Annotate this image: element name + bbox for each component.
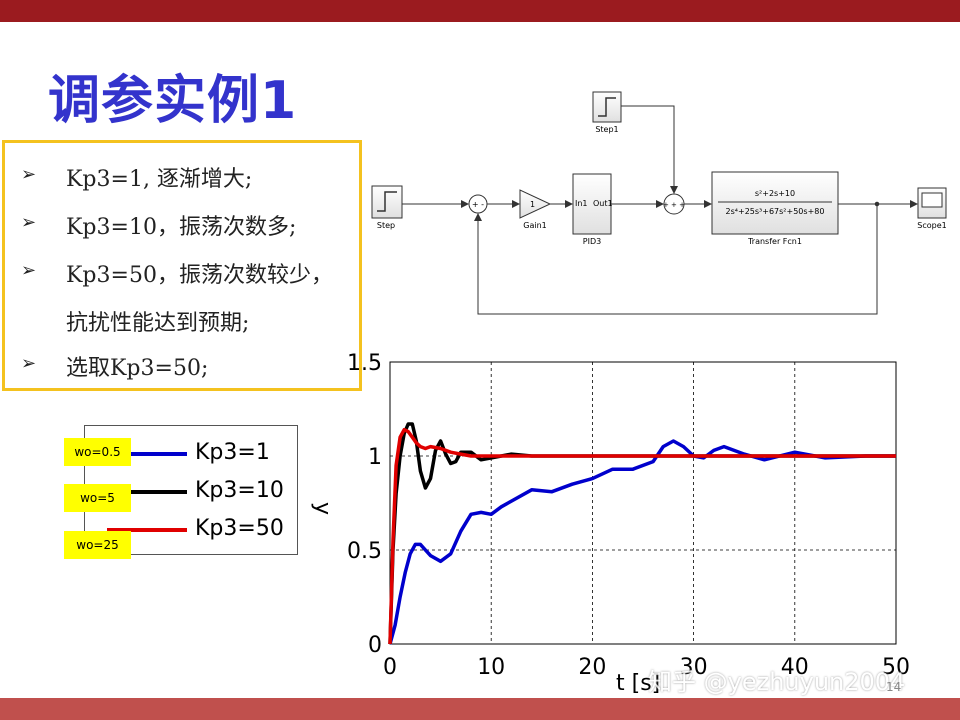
sum2-signs: + + + bbox=[663, 201, 685, 209]
transfer-fcn-block: s²+2s+10 2s⁴+25s³+67s²+50s+80 Transfer F… bbox=[711, 171, 839, 246]
x-tick-label: 40 bbox=[781, 655, 809, 680]
page-number: 14 bbox=[886, 680, 902, 694]
tf-denominator: 2s⁴+25s³+67s²+50s+80 bbox=[726, 207, 825, 216]
x-axis-label: t [s] bbox=[616, 671, 660, 696]
wo-tag: wo=5 bbox=[64, 484, 131, 512]
x-tick-label: 20 bbox=[578, 655, 606, 680]
step1-label: Step1 bbox=[595, 125, 618, 134]
top-accent-bar bbox=[0, 0, 960, 22]
legend-line-kp1 bbox=[107, 452, 187, 456]
y-tick-label: 1 bbox=[368, 445, 382, 470]
wo-tag: wo=0.5 bbox=[64, 438, 131, 466]
bullet-arrow-icon: ➢ bbox=[21, 260, 37, 281]
pid-out-label: Out1 bbox=[593, 199, 613, 208]
y-tick-label: 1.5 bbox=[347, 351, 382, 376]
y-tick-label: 0.5 bbox=[347, 539, 382, 564]
x-tick-label: 10 bbox=[477, 655, 505, 680]
step-label: Step bbox=[377, 221, 395, 230]
x-tick-label: 0 bbox=[383, 655, 397, 680]
legend-line-kp50 bbox=[107, 528, 187, 532]
step1-block: Step1 bbox=[592, 91, 622, 134]
gain-value: 1 bbox=[530, 200, 535, 209]
wo-tag: wo=25 bbox=[64, 531, 131, 559]
pid-in-label: In1 bbox=[575, 199, 588, 208]
pid-block: In1 Out1 PID3 bbox=[572, 173, 613, 246]
series-line-1 bbox=[388, 439, 896, 645]
scope-block: Scope1 bbox=[917, 187, 947, 230]
x-tick-label: 30 bbox=[680, 655, 708, 680]
bullet-arrow-icon: ➢ bbox=[21, 164, 37, 185]
bullet-text: 选取Kp3=50; bbox=[66, 356, 209, 381]
chart-series bbox=[388, 422, 896, 645]
bullet-arrow-icon: ➢ bbox=[21, 212, 37, 233]
tf-label: Transfer Fcn1 bbox=[747, 237, 802, 246]
tf-numerator: s²+2s+10 bbox=[755, 189, 795, 198]
bullet-continuation: 抗扰性能达到预期; bbox=[66, 311, 250, 336]
response-chart: 0 10 20 30 40 50 0 0.5 1 1.5 y t [s] bbox=[310, 351, 910, 696]
bottom-accent-bar bbox=[0, 698, 960, 720]
y-axis-label: y bbox=[310, 502, 335, 515]
legend-label: Kp3=1 bbox=[195, 440, 270, 465]
y-tick-label: 0 bbox=[368, 633, 382, 658]
plot-area bbox=[389, 361, 897, 645]
sum1-signs: + - bbox=[472, 200, 484, 209]
legend-line-kp10 bbox=[107, 490, 187, 494]
bullet-arrow-icon: ➢ bbox=[21, 353, 37, 374]
x-tick-label: 50 bbox=[882, 655, 910, 680]
series-line-3 bbox=[388, 427, 896, 645]
legend-label: Kp3=50 bbox=[195, 516, 284, 541]
scope-label: Scope1 bbox=[917, 221, 946, 230]
bullet-text: Kp3=50，振荡次数较少， bbox=[66, 263, 333, 288]
chart-ticks: 0 10 20 30 40 50 0 0.5 1 1.5 bbox=[347, 351, 910, 680]
bullet-text: Kp3=10，振荡次数多; bbox=[66, 215, 297, 240]
step-block: Step bbox=[371, 185, 403, 230]
sum2-block: + + + bbox=[663, 193, 685, 215]
pid-label: PID3 bbox=[583, 237, 601, 246]
gain-block: 1 Gain1 bbox=[519, 189, 552, 230]
slide-title: 调参实例1 bbox=[48, 71, 298, 131]
bullet-text: Kp3=1, 逐渐增大; bbox=[66, 167, 253, 192]
gain-label: Gain1 bbox=[523, 221, 546, 230]
diagram-wires bbox=[402, 105, 918, 315]
watermark: 知乎 @yezhuyun2004 bbox=[648, 668, 906, 696]
bullet-box: ➢ Kp3=1, 逐渐增大; ➢ Kp3=10，振荡次数多; ➢ Kp3=50，… bbox=[2, 140, 362, 391]
simulink-diagram: Step1 Step + - 1 Gain1 In1 Out1 PID3 + +… bbox=[371, 91, 947, 315]
legend-label: Kp3=10 bbox=[195, 478, 284, 503]
sum1-block: + - bbox=[468, 194, 488, 214]
